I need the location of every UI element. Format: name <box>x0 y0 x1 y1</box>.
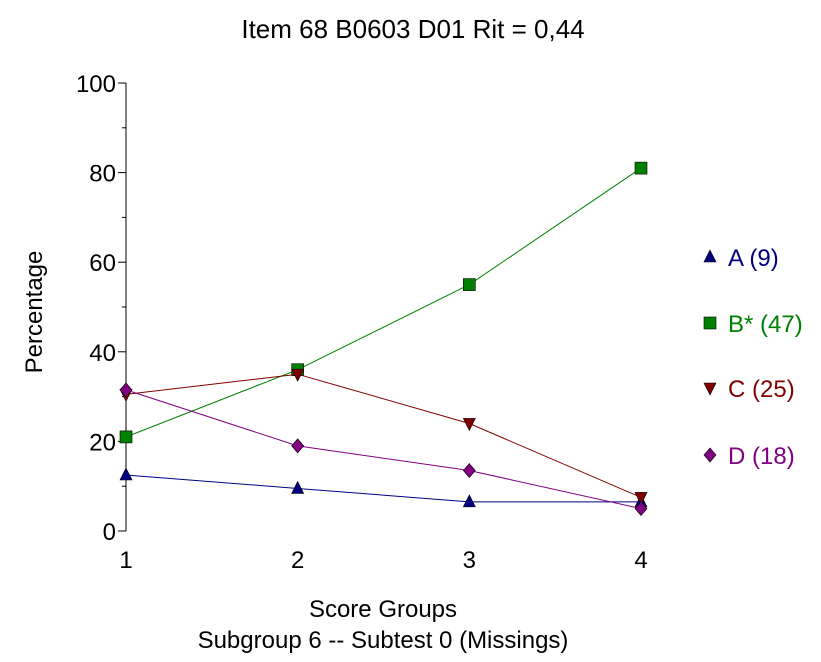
chart-title: Item 68 B0603 D01 Rit = 0,44 <box>241 14 584 44</box>
legend-marker <box>703 447 717 463</box>
data-point <box>119 382 133 398</box>
x-tick-label: 3 <box>463 547 476 574</box>
data-point <box>634 492 648 506</box>
y-axis-label: Percentage <box>21 251 48 374</box>
series <box>119 368 648 506</box>
legend-marker <box>703 249 717 263</box>
y-tick-label: 60 <box>89 250 116 277</box>
y-tick-label: 40 <box>89 340 116 367</box>
series-line <box>125 474 641 503</box>
data-point <box>462 463 476 478</box>
legend-item: D (18) <box>703 443 795 470</box>
chart-subtitle: Subgroup 6 -- Subtest 0 (Missings) <box>198 627 569 654</box>
data-point <box>291 480 305 494</box>
series-line <box>125 389 642 510</box>
legend-label: B* (47) <box>728 311 803 338</box>
series <box>119 467 648 508</box>
x-axis-label: Score Groups <box>309 596 457 623</box>
y-tick-label: 80 <box>89 161 116 188</box>
data-point <box>462 494 476 508</box>
series <box>119 161 648 444</box>
x-axis-ticks: 1 2 3 4 <box>119 547 647 574</box>
y-tick-label: 20 <box>89 429 116 456</box>
data-point <box>119 430 133 444</box>
legend: A (9) B* (47) C (25) D (18) <box>703 245 803 470</box>
legend-marker <box>703 382 717 396</box>
legend-label: C (25) <box>728 376 795 403</box>
y-tick-label: 100 <box>76 71 116 98</box>
data-point <box>634 161 648 175</box>
x-tick-label: 1 <box>119 547 132 574</box>
y-axis-ticks: 0 20 40 60 80 100 <box>76 71 126 546</box>
legend-item: A (9) <box>703 245 779 272</box>
series-line <box>125 373 642 498</box>
y-tick-label: 0 <box>103 519 116 546</box>
data-point <box>634 501 648 517</box>
data-point <box>119 467 133 481</box>
x-tick-label: 4 <box>634 547 647 574</box>
legend-marker <box>703 316 717 330</box>
series <box>119 382 648 517</box>
legend-item: C (25) <box>703 376 795 403</box>
series-line <box>125 167 642 438</box>
legend-label: D (18) <box>728 443 795 470</box>
x-tick-label: 2 <box>291 547 304 574</box>
data-point <box>463 278 476 291</box>
series-layer <box>119 161 648 517</box>
legend-label: A (9) <box>728 245 779 272</box>
data-point <box>291 368 305 382</box>
data-point <box>462 418 476 432</box>
data-point <box>291 438 305 454</box>
legend-item: B* (47) <box>703 311 803 338</box>
